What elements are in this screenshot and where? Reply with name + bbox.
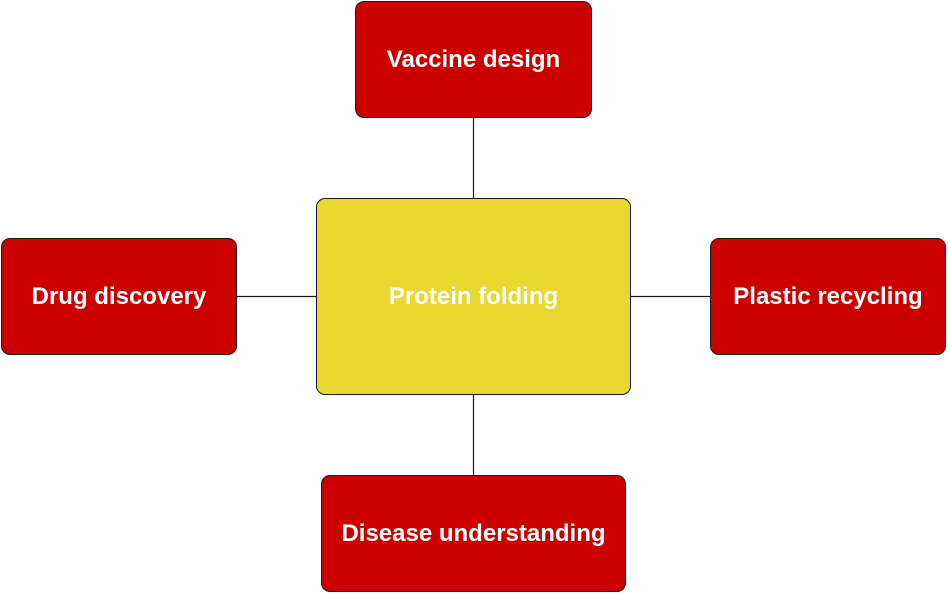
- center-node-protein-folding: Protein folding: [316, 198, 631, 395]
- branch-label: Drug discovery: [31, 282, 207, 310]
- branch-node-plastic-recycling: Plastic recycling: [710, 238, 946, 355]
- center-label: Protein folding: [388, 282, 559, 310]
- branch-node-disease-understanding: Disease understanding: [321, 475, 626, 592]
- branch-label: Disease understanding: [341, 519, 606, 547]
- branch-node-drug-discovery: Drug discovery: [1, 238, 237, 355]
- branch-label: Vaccine design: [386, 45, 561, 73]
- branch-label: Plastic recycling: [733, 282, 923, 310]
- branch-node-vaccine-design: Vaccine design: [355, 1, 592, 118]
